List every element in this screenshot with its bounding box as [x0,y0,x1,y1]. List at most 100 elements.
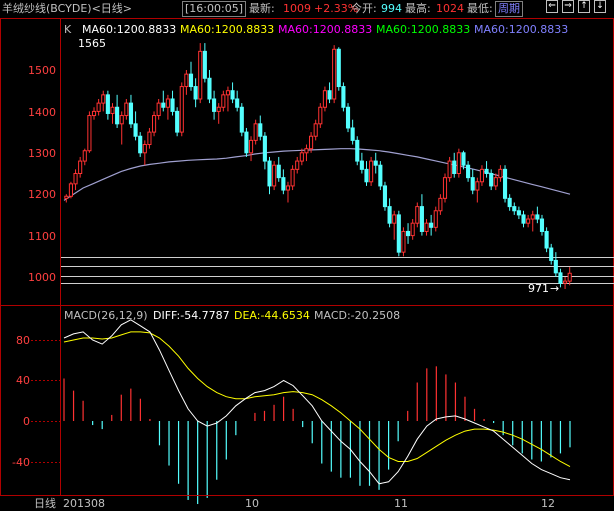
open-label: 今开: [351,2,377,15]
candle-body [401,230,406,253]
candle-body [68,183,73,197]
macd-histogram [63,366,571,505]
ma-legend-5: MA60:1200.8833 [474,23,568,36]
macd-tick-label: 80 [16,334,30,347]
candle-body [156,102,161,117]
candle-body [433,210,438,228]
macd-dea-value: DEA:-44.6534 [234,309,310,322]
price-tick-label: 1500 [28,64,56,77]
candle-body [456,152,461,175]
candle-body [452,160,457,175]
candle-body [364,168,369,183]
candle-body [138,135,143,154]
macd-dea-line [63,331,571,468]
candle-body [165,98,170,108]
candle-body [142,144,147,154]
candle-body [73,173,78,185]
candle-body [553,259,558,274]
candle-body [239,106,244,133]
candle-body [359,160,364,170]
high-label: 最高: [405,2,431,15]
macd-lines [63,319,571,485]
candle-body [475,181,480,191]
candle-body [248,139,254,154]
ma-legend-4: MA60:1200.8833 [376,23,470,36]
candle-body [493,177,498,187]
candle-body [124,102,129,117]
candle-body [235,98,240,108]
candle-body [373,160,378,166]
candle-body [502,168,508,199]
candle-body [558,272,563,284]
candle-body [507,197,512,208]
candle-body [498,168,503,179]
candle-body [96,102,101,112]
nav-right-icon[interactable]: ⇒ [562,0,574,13]
candle-body [188,73,194,88]
candle-body [442,177,448,199]
candle-body [64,195,69,199]
candle-body [147,131,152,146]
candle-body [336,48,341,88]
latest-value: 1009 [283,2,311,15]
macd-diff-line [63,319,571,485]
candle-body [549,247,554,261]
candle-body [299,152,304,162]
nav-left-icon[interactable]: ⇐ [546,0,558,13]
candle-body [512,206,517,212]
price-tick-label: 1400 [28,106,56,119]
ma-legend-2: MA60:1200.8833 [180,23,274,36]
candle-body [415,206,420,224]
candle-body [539,218,545,232]
candle-body [396,214,401,253]
candle-body [262,135,267,162]
date-month-label: 11 [394,497,408,510]
candle-body [563,280,568,284]
ma-legend-3: MA60:1200.8833 [278,23,372,36]
price-tick-label: 1100 [28,230,56,243]
candle-body [101,94,106,104]
time-readout: [16:00:05] [182,1,246,17]
candle-body [87,115,92,152]
candle-body [161,102,166,108]
candle-body [253,123,258,141]
candle-body [526,218,531,224]
candle-body [387,206,392,224]
candle-body [355,139,360,162]
candle-body [466,164,471,179]
price-tick-label: 1300 [28,147,56,160]
candle-body [105,94,110,114]
high-value: 1024 [436,2,464,15]
candle-body [530,214,535,220]
candle-body [309,135,314,150]
date-month-label: 12 [541,497,555,510]
candle-body [119,115,124,125]
candle-body [350,127,355,141]
ma-legend-1: MA60:1200.8833 [82,23,176,36]
candle-body [484,168,489,175]
candle-body [419,206,424,232]
candle-body [244,131,249,154]
nav-down-icon[interactable]: ↓ [594,0,606,13]
candle-body [285,185,291,191]
nav-up-icon[interactable]: ↑ [578,0,590,13]
candle-body [267,160,272,187]
candle-body [405,230,411,237]
macd-tick-label: 0 [23,415,30,428]
candle-body [128,102,134,125]
candle-body [198,50,203,100]
candle-body [184,73,189,88]
candle-body [438,197,443,212]
candle-body [175,110,180,133]
candle-body [345,106,351,129]
low-label: 最低: [467,2,493,15]
candle-body [392,214,397,224]
candle-body [290,168,295,187]
period-button[interactable]: 周期 [495,1,523,17]
candle-body [207,77,212,100]
date-month-label: 10 [245,497,259,510]
latest-label: 最新: [249,2,275,15]
candle-body [378,164,383,187]
candle-body [318,106,323,125]
